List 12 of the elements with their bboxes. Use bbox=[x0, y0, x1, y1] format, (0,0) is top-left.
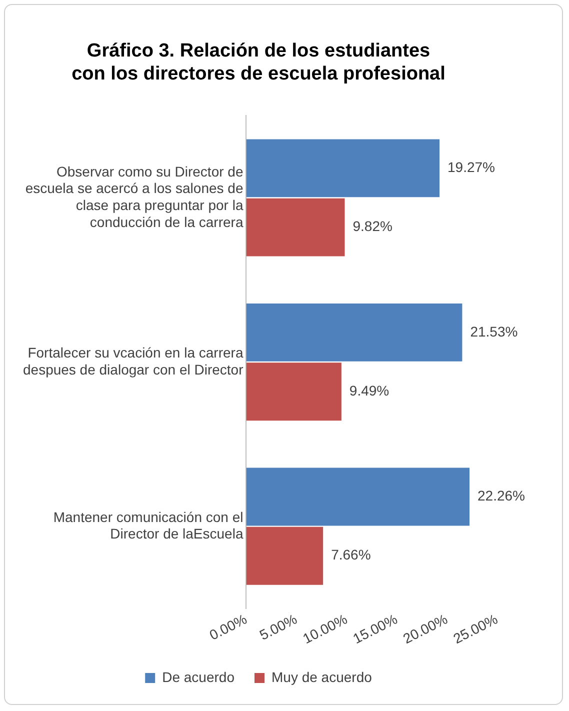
data-label: 7.66% bbox=[331, 546, 371, 563]
data-label: 9.82% bbox=[352, 218, 392, 234]
y-tick-label: Observar como su Director de escuela se acercó a los salones de clase para preguntar por la conducción de la carrera bbox=[25, 163, 244, 230]
chart-title: Gráfico 3. Relación de los estudiantes con los directores de escuela profesional bbox=[72, 40, 446, 84]
y-tick-label: Mantener comunicación con el Director de laEscuela bbox=[53, 508, 244, 542]
legend-label: De acuerdo bbox=[162, 668, 235, 685]
data-label: 22.26% bbox=[478, 488, 525, 504]
y-tick-label: Fortalecer su vcación en la carrera despues de dialogar con el Director bbox=[22, 344, 244, 378]
data-label: 19.27% bbox=[448, 159, 496, 176]
data-label: 21.53% bbox=[470, 323, 518, 340]
data-label: 9.49% bbox=[349, 382, 390, 398]
legend-label: Muy de acuerdo bbox=[271, 668, 372, 685]
